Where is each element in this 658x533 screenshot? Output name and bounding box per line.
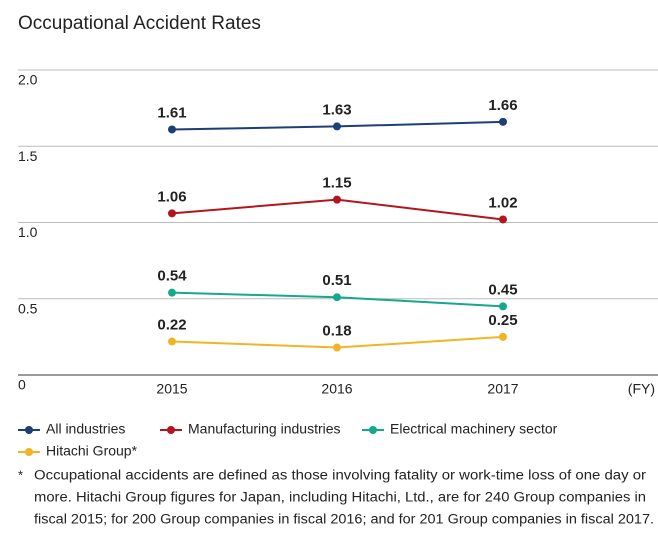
footnote-marker: * <box>18 467 23 482</box>
legend-label: Electrical machinery sector <box>390 421 558 437</box>
point <box>333 122 341 131</box>
x-axis-label: (FY) <box>628 381 655 397</box>
legend-swatch <box>25 448 33 456</box>
data-label: 1.02 <box>488 194 517 211</box>
point <box>168 125 176 134</box>
data-label: 1.66 <box>488 97 517 114</box>
y-tick-label: 1.0 <box>18 224 38 240</box>
point <box>499 302 507 311</box>
data-label: 1.63 <box>322 101 351 118</box>
data-label: 0.45 <box>488 281 517 298</box>
data-label: 0.54 <box>157 268 187 285</box>
point <box>168 337 176 346</box>
y-tick-label: 1.5 <box>18 148 38 164</box>
data-label: 1.06 <box>157 188 186 205</box>
footnote: Occupational accidents are defined as th… <box>34 468 647 483</box>
point <box>333 293 341 302</box>
data-label: 0.18 <box>322 323 351 340</box>
legend-swatch <box>167 426 175 434</box>
x-tick-label: 2017 <box>487 381 518 397</box>
point <box>168 288 176 297</box>
point <box>333 343 341 352</box>
data-label: 1.15 <box>322 175 351 192</box>
data-label: 0.51 <box>322 272 351 289</box>
legend-swatch <box>25 426 33 434</box>
x-tick-label: 2016 <box>321 381 352 397</box>
data-label: 0.22 <box>157 316 186 333</box>
legend-swatch <box>369 426 377 434</box>
data-label: 0.25 <box>488 312 517 329</box>
point <box>499 332 507 341</box>
point <box>499 117 507 126</box>
data-label: 1.61 <box>157 104 186 121</box>
y-tick-label: 0 <box>18 377 26 393</box>
legend-label: Hitachi Group* <box>46 443 138 459</box>
y-tick-label: 2.0 <box>18 72 38 88</box>
y-tick-label: 0.5 <box>18 300 38 316</box>
footnote: fiscal 2015; for 200 Group companies in … <box>34 512 654 527</box>
x-tick-label: 2015 <box>156 381 187 397</box>
legend-label: Manufacturing industries <box>188 421 341 437</box>
footnote: more. Hitachi Group figures for Japan, i… <box>34 490 646 505</box>
chart-title: Occupational Accident Rates <box>18 13 261 34</box>
legend-label: All industries <box>46 421 125 437</box>
point <box>333 195 341 204</box>
point <box>168 209 176 218</box>
point <box>499 215 507 224</box>
